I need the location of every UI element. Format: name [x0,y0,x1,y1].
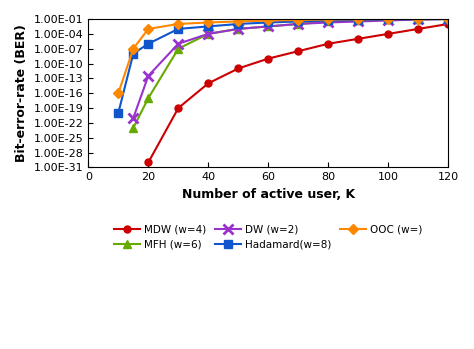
OOC (w=) [446,17,451,21]
MFH (w=6) [175,46,181,51]
Hadamard(w=8) [416,17,421,21]
Y-axis label: Bit-error-rate (BER): Bit-error-rate (BER) [15,24,28,162]
MFH (w=6) [356,18,361,23]
OOC (w=) [265,18,271,23]
OOC (w=) [146,27,151,31]
DW (w=2) [130,116,136,120]
MFH (w=6) [446,17,451,21]
Legend: MDW (w=4), MFH (w=6), DW (w=2), Hadamard(w=8), OOC (w=): MDW (w=4), MFH (w=6), DW (w=2), Hadamard… [110,220,427,254]
Line: OOC (w=): OOC (w=) [115,15,452,97]
MFH (w=6) [130,126,136,130]
MFH (w=6) [416,17,421,21]
MDW (w=4) [446,22,451,26]
MDW (w=4) [295,49,301,53]
OOC (w=) [326,17,331,22]
MFH (w=6) [385,17,391,22]
MDW (w=4) [265,57,271,61]
Hadamard(w=8) [175,27,181,31]
DW (w=2) [356,20,361,24]
DW (w=2) [206,32,211,36]
OOC (w=) [295,18,301,22]
MFH (w=6) [206,32,211,36]
Line: DW (w=2): DW (w=2) [128,14,453,123]
DW (w=2) [236,27,241,31]
MFH (w=6) [295,22,301,26]
DW (w=2) [416,17,421,22]
MFH (w=6) [326,20,331,24]
MDW (w=4) [206,81,211,86]
MDW (w=4) [175,106,181,110]
OOC (w=) [356,17,361,21]
MDW (w=4) [236,66,241,70]
Line: Hadamard(w=8): Hadamard(w=8) [114,15,453,117]
DW (w=2) [385,18,391,23]
Hadamard(w=8) [295,20,301,24]
OOC (w=) [175,22,181,26]
DW (w=2) [446,17,451,21]
DW (w=2) [175,42,181,46]
OOC (w=) [236,20,241,24]
Hadamard(w=8) [356,18,361,22]
Hadamard(w=8) [146,42,151,46]
MDW (w=4) [326,42,331,46]
MDW (w=4) [385,32,391,36]
Hadamard(w=8) [206,24,211,29]
Hadamard(w=8) [265,20,271,24]
Line: MDW (w=4): MDW (w=4) [145,21,452,166]
OOC (w=) [416,17,421,21]
Hadamard(w=8) [326,18,331,23]
DW (w=2) [265,24,271,29]
MFH (w=6) [146,96,151,100]
OOC (w=) [385,17,391,21]
Hadamard(w=8) [130,52,136,56]
Line: MFH (w=6): MFH (w=6) [129,15,453,132]
OOC (w=) [116,91,121,95]
Hadamard(w=8) [446,17,451,21]
Hadamard(w=8) [385,17,391,22]
MDW (w=4) [146,160,151,164]
DW (w=2) [295,22,301,26]
Hadamard(w=8) [116,111,121,115]
OOC (w=) [206,20,211,24]
MFH (w=6) [236,27,241,31]
X-axis label: Number of active user, K: Number of active user, K [182,188,355,201]
OOC (w=) [130,46,136,51]
Hadamard(w=8) [236,22,241,26]
MFH (w=6) [265,24,271,29]
DW (w=2) [146,74,151,78]
DW (w=2) [326,20,331,24]
MDW (w=4) [416,27,421,31]
MDW (w=4) [356,37,361,41]
